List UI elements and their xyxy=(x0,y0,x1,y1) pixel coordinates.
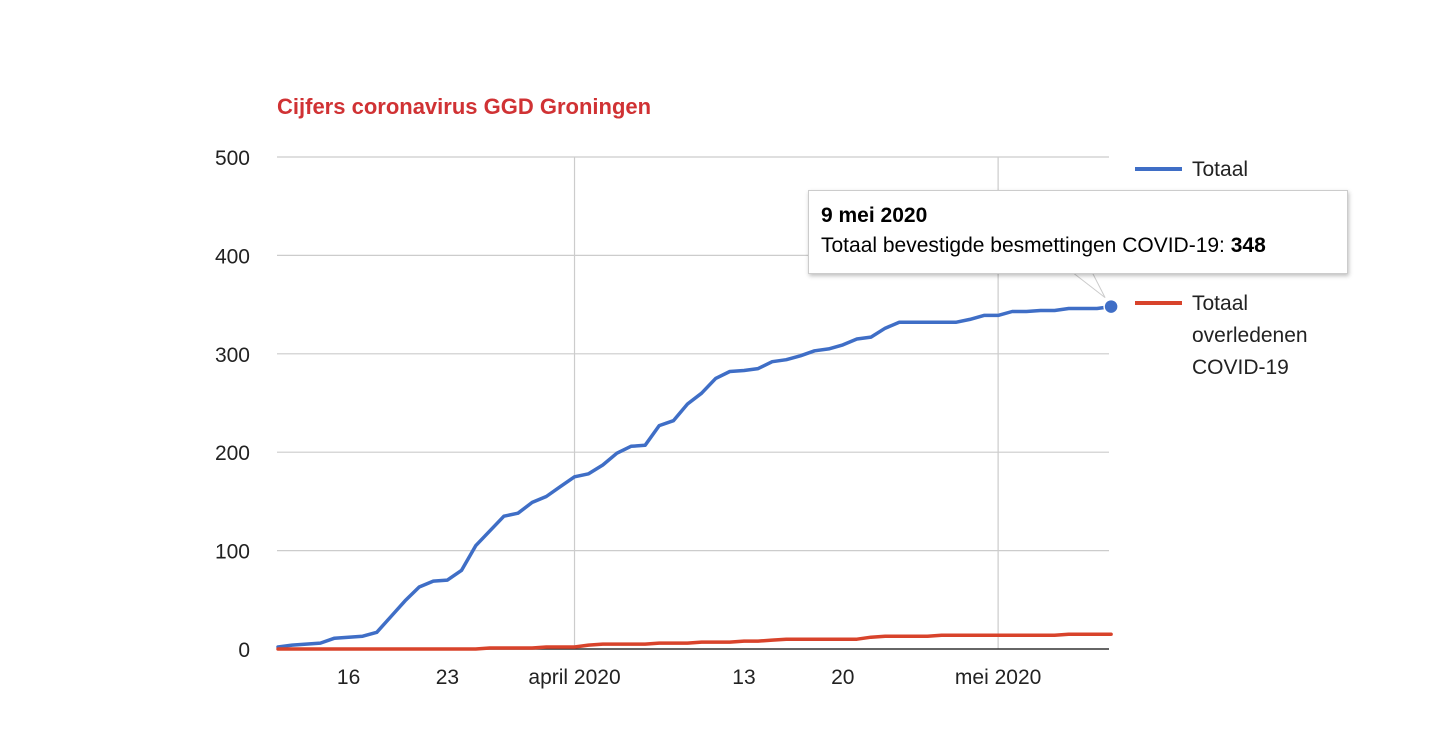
tooltip-date: 9 mei 2020 xyxy=(821,204,928,227)
legend-label: Totaal xyxy=(1192,158,1248,181)
x-tick-label: 16 xyxy=(337,666,360,689)
tooltip: 9 mei 2020 Totaal bevestigde besmettinge… xyxy=(808,190,1348,274)
x-tick-label: 20 xyxy=(831,666,854,689)
series-line xyxy=(276,632,1113,651)
y-tick-label: 200 xyxy=(215,442,250,465)
chart-title: Cijfers coronavirus GGD Groningen xyxy=(277,94,651,119)
series-line xyxy=(276,304,1113,649)
legend-item-totaal[interactable]: Totaal xyxy=(1135,158,1248,181)
legend-label-line: overledenen xyxy=(1192,324,1308,347)
x-tick-label: april 2020 xyxy=(528,666,620,689)
series-totaal xyxy=(276,304,1113,649)
x-tick-label: mei 2020 xyxy=(955,666,1041,689)
y-tick-label: 400 xyxy=(215,245,250,268)
tooltip-text: Totaal bevestigde besmettingen COVID-19:… xyxy=(821,229,1335,263)
highlighted-data-point[interactable] xyxy=(1103,298,1119,315)
legend: Totaal Totaal overledenen COVID-19 xyxy=(1135,158,1308,379)
series-lines xyxy=(276,304,1113,651)
y-tick-label: 0 xyxy=(238,639,250,662)
y-tick-label: 300 xyxy=(215,344,250,367)
y-axis-ticks: 0 100 200 300 400 500 xyxy=(215,147,250,662)
legend-item-overledenen[interactable]: Totaal overledenen COVID-19 xyxy=(1135,292,1308,379)
x-tick-label: 13 xyxy=(732,666,755,689)
y-tick-label: 500 xyxy=(215,147,250,170)
tooltip-label: Totaal bevestigde besmettingen COVID-19: xyxy=(821,234,1225,257)
legend-label-line: COVID-19 xyxy=(1192,356,1289,379)
legend-label-line: Totaal xyxy=(1192,292,1248,315)
tooltip-value: 348 xyxy=(1230,234,1266,257)
series-overledenen xyxy=(276,632,1113,651)
x-tick-label: 23 xyxy=(436,666,459,689)
tooltip-pointer xyxy=(1070,271,1106,298)
y-tick-label: 100 xyxy=(215,541,250,564)
x-axis-ticks: 16 23 april 2020 13 20 mei 2020 xyxy=(337,666,1041,689)
